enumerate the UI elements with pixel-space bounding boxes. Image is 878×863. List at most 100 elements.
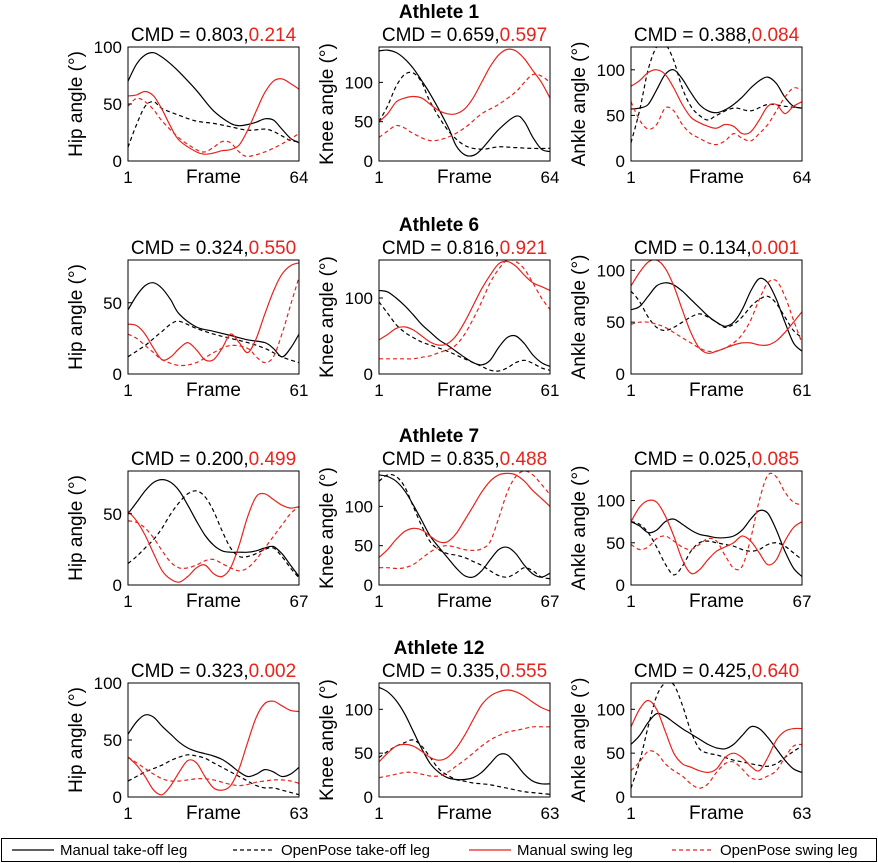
x-axis-label: Frame: [437, 380, 492, 401]
series-line: [379, 686, 550, 785]
x-axis-label: Frame: [186, 167, 241, 188]
series-line: [631, 743, 802, 789]
series-line: [379, 49, 550, 157]
series-line: [128, 78, 299, 155]
plot-frame: [378, 259, 551, 375]
y-axis-label: Knee angle (°): [317, 43, 338, 165]
y-tick-label: 0: [616, 576, 625, 595]
x-tick-label: 61: [290, 381, 309, 400]
cmd-label: CMD = 0.659,0.597: [382, 25, 547, 46]
series-line: [128, 490, 299, 579]
athlete-title: Athlete 6: [399, 215, 479, 236]
y-tick-label: 0: [364, 788, 373, 807]
y-tick-label: 0: [113, 576, 122, 595]
cmd-prefix: CMD =: [382, 238, 447, 259]
y-tick-label: 50: [606, 744, 625, 763]
legend: Manual take-off leg OpenPose take-off leg…: [1, 838, 877, 862]
cmd-prefix: CMD =: [634, 449, 699, 470]
x-tick-label: 63: [290, 804, 309, 823]
x-tick-label: 1: [123, 381, 132, 400]
legend-label: Manual swing leg: [517, 842, 633, 859]
y-tick-label: 0: [113, 152, 122, 171]
plot-frame: [127, 470, 300, 586]
x-tick-label: 1: [123, 804, 132, 823]
chart-panel: CMD = 0.816,0.921 0 100 1 61 Frame Knee angle …: [317, 238, 559, 401]
chart-panel: CMD = 0.025,0.085 0 50 100 1 67 Frame Ankle ang…: [569, 449, 811, 612]
x-axis-label: Frame: [689, 803, 744, 824]
cmd-prefix: CMD =: [634, 661, 699, 682]
series-line: [128, 714, 299, 778]
series-line: [379, 260, 550, 360]
chart-panel: CMD = 0.323,0.002 0 50 100 1 63 Frame Hip angle…: [66, 661, 308, 824]
chart-panel: CMD = 0.835,0.488 0 50 100 1 67 Frame Knee angl…: [317, 449, 559, 612]
cmd-prefix: CMD =: [131, 661, 196, 682]
cmd-label: CMD = 0.425,0.640: [634, 661, 799, 682]
y-tick-label: 100: [345, 497, 373, 516]
legend-label: Manual take-off leg: [60, 842, 187, 859]
cmd-prefix: CMD =: [131, 449, 196, 470]
series-line: [379, 48, 550, 123]
y-tick-label: 0: [364, 152, 373, 171]
y-tick-label: 0: [364, 576, 373, 595]
plot-frame: [378, 46, 551, 162]
cmd-prefix: CMD =: [382, 661, 447, 682]
series-line: [631, 499, 802, 575]
x-tick-label: 64: [793, 168, 812, 187]
series-line: [631, 712, 802, 773]
y-tick-label: 100: [597, 61, 625, 80]
y-tick-label: 0: [113, 365, 122, 384]
cmd-label: CMD = 0.323,0.002: [131, 661, 296, 682]
chart-panel: CMD = 0.659,0.597 0 50 100 1 64 Frame Knee angl…: [317, 25, 559, 188]
series-line: [128, 320, 299, 364]
y-tick-label: 100: [597, 700, 625, 719]
x-tick-label: 67: [793, 592, 812, 611]
x-tick-label: 63: [541, 804, 560, 823]
cmd-swing-value: 0.084: [752, 25, 800, 46]
y-axis-label: Ankle angle (°): [569, 678, 590, 803]
cmd-prefix: CMD =: [634, 238, 699, 259]
plot-frame: [378, 470, 551, 586]
athlete-title: Athlete 1: [399, 2, 480, 23]
series-line: [128, 756, 299, 787]
plot-frame: [630, 470, 803, 586]
cmd-label: CMD = 0.388,0.084: [634, 25, 800, 46]
plot-frame: [127, 259, 300, 375]
series-line: [379, 689, 550, 763]
y-tick-label: 100: [345, 700, 373, 719]
chart-panel: CMD = 0.200,0.499 0 50 1 67 Frame Hip angle (°…: [66, 449, 308, 612]
legend-label: OpenPose swing leg: [720, 842, 858, 859]
y-axis-label: Ankle angle (°): [569, 255, 590, 380]
x-axis-label: Frame: [186, 803, 241, 824]
cmd-prefix: CMD =: [131, 25, 196, 46]
series-line: [631, 47, 802, 143]
y-tick-label: 50: [354, 744, 373, 763]
cmd-takeoff-value: 0.323,: [196, 661, 249, 682]
series-line: [128, 97, 299, 158]
y-axis-label: Hip angle (°): [66, 475, 87, 581]
y-axis-label: Hip angle (°): [66, 687, 87, 793]
series-line: [379, 472, 550, 558]
y-tick-label: 50: [103, 95, 122, 114]
x-tick-label: 61: [793, 381, 812, 400]
x-tick-label: 1: [626, 804, 635, 823]
cmd-takeoff-value: 0.388,: [699, 25, 752, 46]
x-axis-label: Frame: [689, 380, 744, 401]
cmd-label: CMD = 0.025,0.085: [634, 449, 799, 470]
y-tick-label: 100: [94, 674, 122, 693]
y-tick-label: 0: [616, 788, 625, 807]
cmd-swing-value: 0.597: [500, 25, 548, 46]
chart-panel: CMD = 0.134,0.001 0 50 100 1 61 Frame Ankle ang…: [569, 238, 811, 401]
cmd-takeoff-value: 0.134,: [699, 238, 752, 259]
cmd-takeoff-value: 0.324,: [196, 238, 249, 259]
cmd-prefix: CMD =: [382, 25, 447, 46]
y-tick-label: 50: [103, 505, 122, 524]
series-line: [128, 478, 299, 577]
x-axis-label: Frame: [186, 591, 241, 612]
series-line: [128, 700, 299, 796]
cmd-label: CMD = 0.803,0.214: [131, 25, 297, 46]
x-tick-label: 1: [626, 592, 635, 611]
series-line: [379, 739, 550, 795]
y-tick-label: 100: [597, 261, 625, 280]
